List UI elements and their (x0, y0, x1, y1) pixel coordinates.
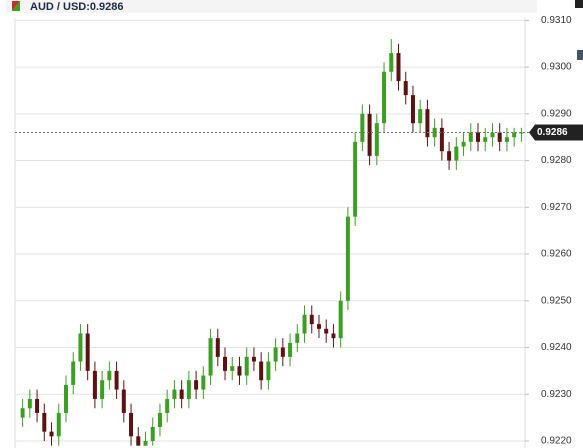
candle-body (295, 333, 300, 343)
candle-body (114, 370, 119, 390)
candle-body (259, 361, 264, 381)
candle-body (309, 314, 314, 325)
y-tick-label: 0.9240 (541, 342, 572, 353)
candle-body (136, 436, 141, 446)
candle-body (374, 123, 379, 156)
y-tick-label: 0.9280 (541, 155, 572, 166)
candle-body (389, 53, 394, 72)
candle-body (432, 127, 437, 138)
candle-body (129, 412, 134, 437)
corner-icon (575, 0, 583, 8)
candle-body (345, 216, 350, 301)
y-tick-label: 0.9250 (541, 295, 572, 306)
candle-body (208, 338, 213, 376)
candle-body (107, 370, 112, 381)
candle-body (85, 333, 90, 371)
candle-body (244, 356, 249, 376)
candle-body (27, 398, 32, 409)
chart-title: AUD / USD:0.9286 (30, 1, 124, 13)
candle-body (150, 426, 155, 441)
candle-body (483, 137, 488, 142)
candle-body (143, 440, 148, 446)
candle-body (201, 375, 206, 390)
candle-body (439, 127, 444, 152)
candle-body (20, 408, 25, 418)
candle-body (338, 300, 343, 339)
candle-body (35, 398, 40, 413)
corner-icon (577, 50, 583, 60)
candle-body (186, 380, 191, 399)
icon-green (12, 1, 20, 11)
candle-body (461, 141, 466, 147)
candle-body (157, 412, 162, 427)
y-tick-label: 0.9230 (541, 389, 572, 400)
candle-body (223, 356, 228, 371)
y-tick-label: 0.9290 (541, 108, 572, 119)
candle-body (194, 380, 199, 390)
y-tick-label: 0.9310 (541, 15, 572, 26)
candle-body (251, 356, 256, 362)
candle-body (360, 113, 365, 142)
candle-body (121, 389, 126, 413)
candle-body (179, 389, 184, 399)
y-tick-label: 0.9260 (541, 249, 572, 260)
candle-body (490, 132, 495, 138)
candle-body (273, 347, 278, 362)
candle-body (92, 370, 97, 399)
candle-body (266, 361, 271, 381)
candle-body (497, 132, 502, 142)
candle-body (49, 431, 54, 437)
candle-body (454, 146, 459, 161)
candle-body (410, 95, 415, 124)
candle-body (403, 81, 408, 96)
candle-body (504, 137, 509, 142)
candle-body (42, 412, 47, 432)
candle-body (512, 132, 517, 138)
candle-body (215, 338, 220, 357)
y-tick-label: 0.9300 (541, 62, 572, 73)
candle-body (71, 361, 76, 385)
candle-body (367, 113, 372, 156)
candle-body (237, 366, 242, 376)
candle-body (316, 324, 321, 329)
candle-body (324, 328, 329, 334)
candle-body (353, 141, 358, 217)
candle-body (418, 109, 423, 124)
header-bar (6, 0, 537, 13)
candle-body (172, 389, 177, 399)
candle-body (476, 132, 481, 142)
candle-body (302, 314, 307, 334)
last-price-label: 0.9286 (537, 127, 568, 138)
candle-body (63, 384, 68, 413)
candle-body (56, 412, 61, 437)
candle-body (100, 380, 105, 399)
y-tick-label: 0.9220 (541, 436, 572, 447)
candle-body (468, 132, 473, 142)
candle-body (447, 151, 452, 161)
candle-body (331, 333, 336, 339)
candle-body (165, 398, 170, 413)
candle-body (230, 366, 235, 371)
candle-body (519, 132, 524, 134)
candle-body (396, 53, 401, 82)
candle-body (78, 333, 83, 362)
last-price-box (529, 124, 583, 141)
candle-body (382, 71, 387, 124)
y-tick-label: 0.9270 (541, 202, 572, 213)
candle-body (280, 347, 285, 357)
candle-body (288, 342, 293, 357)
candle-body (425, 109, 430, 138)
